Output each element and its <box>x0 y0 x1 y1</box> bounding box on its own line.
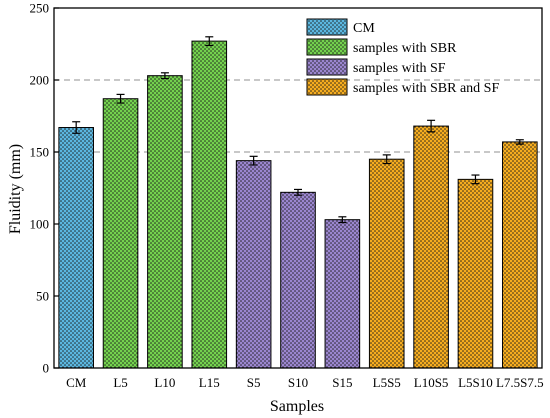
x-tick-label-cm: CM <box>66 375 87 390</box>
bar-texture-l15 <box>191 40 228 369</box>
x-tick-label-l15: L15 <box>199 375 220 390</box>
bar-texture-s5 <box>235 160 272 369</box>
x-tick-label-l5s10: L5S10 <box>458 375 493 390</box>
bar-texture-cm <box>58 127 94 369</box>
x-tick-label-s15: S15 <box>332 375 352 390</box>
x-tick-label-l10: L10 <box>154 375 175 390</box>
y-tick-label-150: 150 <box>30 145 50 160</box>
x-tick-label-l10s5: L10S5 <box>414 375 449 390</box>
legend-item-0-label: CM <box>353 21 375 36</box>
bar-texture-l5s5 <box>368 158 405 369</box>
bar-texture-l5s10 <box>457 178 494 369</box>
x-axis-title: Samples <box>270 398 324 415</box>
y-tick-label-250: 250 <box>30 1 50 16</box>
y-axis-title: Fluidity (mm) <box>7 144 24 234</box>
legend: CM samples with SBR samples with SF samples… <box>306 18 499 96</box>
y-tick-label-100: 100 <box>30 217 50 232</box>
legend-item-1-label: samples with SBR <box>353 41 457 56</box>
x-tick-label-l5: L5 <box>113 375 127 390</box>
bar-texture-l5 <box>102 98 139 369</box>
plot-frame <box>53 7 543 369</box>
legend-item-3-swatch-texture <box>306 78 348 96</box>
bar-texture-l10s5 <box>413 125 449 369</box>
bar-texture-s15 <box>324 219 361 369</box>
bar-texture-s10 <box>280 191 316 369</box>
y-tick-label-0: 0 <box>43 361 50 376</box>
legend-item-2-label: samples with SF <box>353 61 446 76</box>
x-tick-label-s10: S10 <box>288 375 308 390</box>
legend-item-1-swatch-texture <box>306 38 348 56</box>
legend-item-0-swatch-texture <box>306 18 348 36</box>
bar-texture-l7-5s7-5 <box>502 141 538 369</box>
x-tick-label-l5s5: L5S5 <box>373 375 401 390</box>
y-tick-label-50: 50 <box>36 289 49 304</box>
y-tick-label-200: 200 <box>30 73 50 88</box>
bar-texture-l10 <box>147 75 183 369</box>
x-tick-label-l7-5s7-5: L7.5S7.5 <box>496 375 544 390</box>
x-tick-label-s5: S5 <box>247 375 261 390</box>
legend-item-2-swatch-texture <box>306 58 348 76</box>
legend-item-3-label: samples with SBR and SF <box>353 81 499 96</box>
